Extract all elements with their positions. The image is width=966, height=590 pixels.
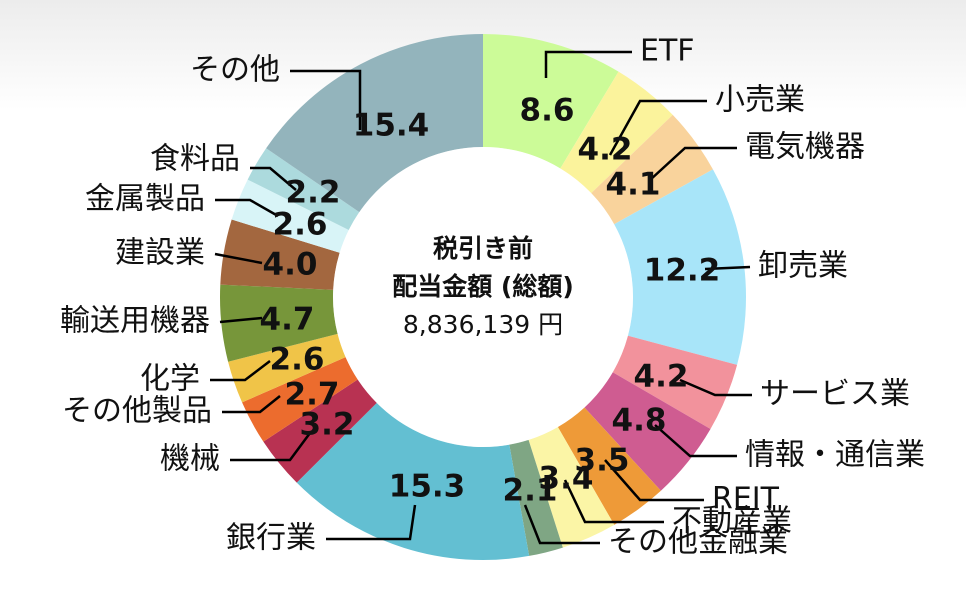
value-label: 3.4 (539, 461, 594, 497)
value-label: 15.4 (353, 108, 430, 144)
category-label: その他製品 (62, 394, 212, 429)
value-label: 4.2 (578, 132, 633, 168)
center-title: 税引き前 (432, 234, 533, 263)
leader-line (608, 99, 707, 156)
value-label: 2.2 (286, 175, 341, 211)
category-label: 小売業 (715, 83, 805, 118)
leader-line (679, 378, 752, 397)
leader-line (250, 166, 297, 191)
value-label: 4.2 (634, 359, 689, 395)
slice-8 (509, 439, 563, 556)
leader-line (563, 479, 664, 524)
value-label: 3.2 (300, 407, 355, 443)
category-label: 食料品 (150, 142, 240, 177)
slice-2 (591, 114, 713, 225)
value-label: 4.1 (606, 167, 661, 203)
inner-ring (333, 147, 633, 447)
value-label: 3.5 (575, 443, 630, 479)
donut-hole (351, 165, 615, 429)
value-label: 4.0 (263, 247, 318, 283)
slice-5 (584, 372, 711, 491)
category-label: その他 (190, 53, 280, 88)
value-label: 2.6 (273, 207, 328, 243)
center-summary: 税引き前 配当金額 (総額) 8,836,139 円 (360, 230, 606, 344)
slice-17 (266, 34, 483, 213)
category-label: 卸売業 (758, 249, 848, 284)
leader-line (649, 146, 737, 181)
leader-line (704, 265, 751, 271)
center-subtitle: 配当金額 (総額) (392, 272, 574, 301)
value-label: 2.6 (270, 342, 325, 378)
slice-12 (228, 333, 346, 403)
slice-7 (528, 426, 615, 548)
slice-11 (242, 357, 358, 442)
category-label: 機械 (160, 442, 220, 477)
category-label: REIT (712, 482, 780, 517)
leader-line (219, 316, 263, 324)
slice-4 (612, 335, 738, 429)
slice-13 (220, 284, 338, 362)
leader-line (290, 69, 362, 130)
slice-3 (614, 169, 746, 365)
leader-line (230, 432, 312, 462)
leader-line (326, 504, 417, 541)
category-label: その他金融業 (608, 525, 788, 560)
category-label: 建設業 (115, 236, 205, 271)
slice-15 (231, 179, 349, 253)
category-label: 不動産業 (672, 504, 792, 539)
value-label: 15.3 (389, 469, 466, 505)
leader-line (222, 395, 281, 414)
value-label: 4.8 (612, 403, 667, 439)
value-label: 12.2 (644, 253, 721, 289)
leader-line (523, 504, 600, 545)
leader-line (210, 360, 271, 382)
leader-line (214, 252, 263, 265)
category-label: 輸送用機器 (60, 304, 210, 339)
category-label: サービス業 (760, 377, 910, 412)
center-total: 8,836,139 円 (402, 310, 564, 339)
value-label: 8.6 (520, 93, 575, 129)
slice-0 (483, 34, 619, 169)
category-label: 情報・通信業 (745, 438, 925, 473)
leader-line (654, 424, 737, 458)
leader-line (544, 50, 632, 78)
slice-14 (220, 219, 340, 290)
value-label: 2.1 (503, 473, 558, 509)
slice-9 (296, 402, 530, 561)
leader-line (604, 459, 704, 502)
category-label: 銀行業 (226, 521, 316, 556)
category-label: 金属製品 (85, 182, 205, 217)
value-label: 4.7 (260, 302, 315, 338)
slice-16 (247, 148, 360, 231)
leader-line (215, 198, 279, 218)
value-label: 2.7 (285, 377, 340, 413)
category-label: 電気機器 (745, 130, 865, 165)
category-label: 化学 (140, 362, 200, 397)
category-label: ETF (640, 34, 695, 69)
